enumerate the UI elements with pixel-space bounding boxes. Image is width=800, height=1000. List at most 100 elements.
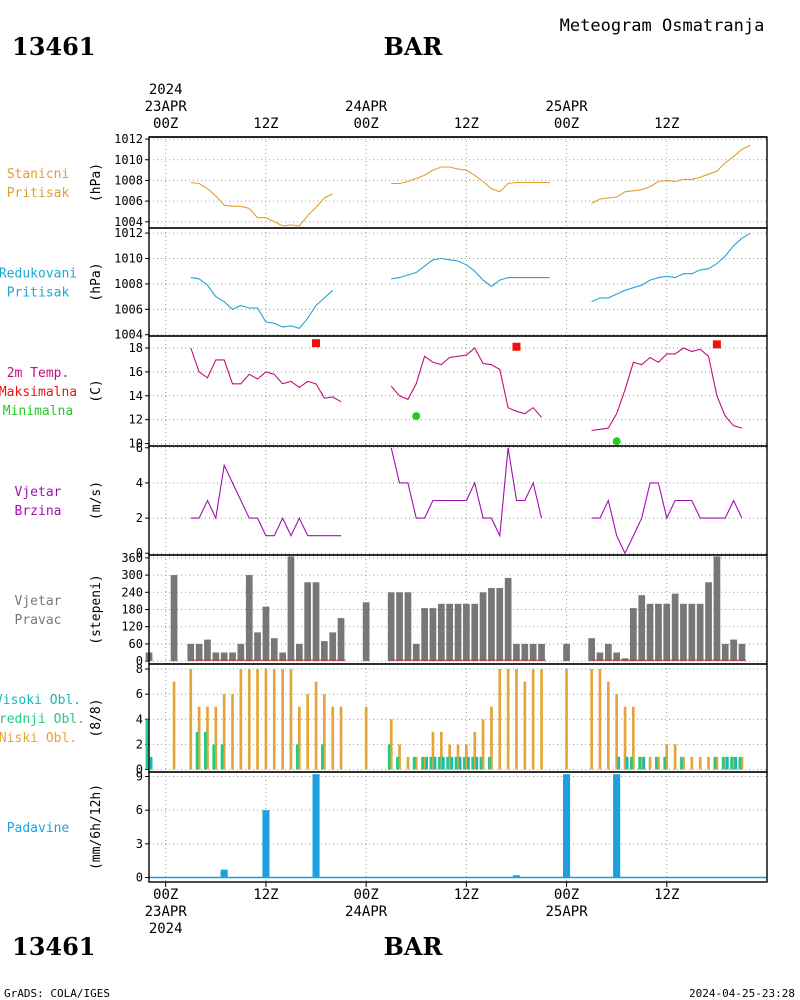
bar-wind-direction (438, 603, 445, 662)
side-label: Maksimalna (0, 385, 77, 400)
bar-clouds (412, 756, 416, 770)
bar-wind-direction (605, 643, 612, 662)
bar-precipitation (512, 875, 520, 878)
bar-clouds (450, 756, 454, 770)
bar-clouds (295, 744, 299, 770)
bottom-time-label: 24APR (345, 904, 388, 920)
y-tick-label: 240 (121, 585, 143, 599)
bar-wind-direction (321, 641, 328, 662)
bar-clouds (734, 756, 737, 770)
bar-wind-direction (329, 632, 337, 662)
y-tick-label: 1012 (114, 132, 143, 146)
y-tick-label: 1004 (114, 328, 143, 342)
bar-clouds (423, 756, 426, 770)
bar-precipitation (262, 810, 270, 878)
bar-wind-direction (596, 652, 604, 662)
bar-clouds (448, 744, 451, 770)
unit-label: (C) (89, 379, 104, 402)
bar-wind-direction (312, 582, 320, 662)
unit-label: (m/s) (89, 481, 104, 520)
bar-clouds (256, 669, 259, 770)
bar-clouds (515, 669, 518, 770)
bar-wind-direction (488, 588, 495, 662)
credit-text: GrADS: COLA/IGES (4, 987, 110, 1000)
bar-clouds (442, 756, 445, 770)
bar-wind-direction (563, 643, 570, 662)
y-tick-label: 6 (136, 803, 143, 817)
side-label: 2m Temp. (7, 366, 70, 381)
bar-clouds (281, 669, 284, 770)
tmin-marker (612, 437, 621, 446)
y-tick-label: 6 (136, 687, 143, 701)
tmax-marker (712, 340, 721, 349)
tmax-marker (512, 342, 521, 351)
bar-clouds (204, 731, 207, 770)
bar-clouds (623, 706, 627, 770)
y-tick-label: 6 (136, 441, 143, 455)
bar-clouds (663, 756, 667, 770)
bar-wind-direction (463, 603, 470, 662)
bar-clouds (723, 756, 727, 770)
y-tick-label: 0 (136, 871, 143, 885)
y-tick-label: 12 (129, 413, 143, 427)
bar-clouds (212, 744, 216, 770)
bar-clouds (398, 744, 401, 770)
bar-clouds (738, 756, 742, 770)
y-tick-label: 120 (121, 620, 143, 634)
bar-clouds (498, 669, 502, 770)
station-id-top: 13461 (12, 32, 96, 61)
bottom-time-label: 25APR (545, 904, 588, 920)
bar-clouds (289, 669, 293, 770)
side-label: Brzina (15, 504, 62, 519)
bar-clouds (475, 756, 479, 770)
top-time-label: 00Z (353, 116, 378, 132)
bar-clouds (531, 669, 535, 770)
bar-wind-direction (613, 652, 620, 662)
bar-clouds (406, 756, 410, 770)
top-time-label: 23APR (145, 99, 188, 115)
bar-clouds (189, 669, 193, 770)
bar-wind-direction (688, 603, 696, 662)
tmin-marker (412, 412, 421, 421)
bar-clouds (673, 744, 677, 770)
bar-wind-direction (479, 592, 487, 662)
bar-clouds (690, 756, 694, 770)
series-line-reduced-pressure (591, 232, 751, 303)
bar-clouds (648, 756, 652, 770)
y-tick-label: 360 (121, 551, 143, 565)
bar-wind-direction (304, 582, 311, 662)
bar-clouds (414, 756, 418, 770)
bar-wind-direction (254, 632, 261, 662)
series-line-temperature (390, 347, 542, 418)
bar-clouds (206, 706, 209, 770)
bottom-time-label: 00Z (153, 887, 178, 903)
bar-clouds (331, 706, 335, 770)
bar-wind-direction (471, 603, 479, 662)
bar-precipitation (563, 774, 571, 878)
bar-clouds (145, 719, 149, 770)
bar-clouds (214, 706, 218, 770)
top-time-label: 12Z (454, 116, 479, 132)
bar-clouds (565, 669, 568, 770)
y-tick-label: 60 (129, 637, 143, 651)
bar-wind-direction (504, 577, 512, 662)
bar-clouds (195, 731, 199, 770)
bar-wind-direction (404, 592, 412, 662)
bar-clouds (490, 706, 493, 770)
y-tick-label: 0 (136, 654, 143, 668)
chart-subtitle: Meteogram Osmatranja (560, 16, 765, 36)
bar-clouds (540, 669, 543, 770)
panel-precipitation: 0 3 6 9 (mm/6h/12h) Padavine (7, 769, 768, 885)
bar-wind-direction (262, 606, 270, 662)
bar-clouds (314, 681, 318, 770)
bar-wind-direction (237, 643, 245, 662)
series-line-wind-speed (390, 447, 543, 538)
bar-clouds (467, 756, 470, 770)
bar-clouds (481, 719, 485, 770)
y-tick-label: 1006 (114, 194, 143, 208)
bar-wind-direction (671, 593, 679, 662)
bar-clouds (264, 669, 268, 770)
bar-clouds (655, 756, 658, 770)
